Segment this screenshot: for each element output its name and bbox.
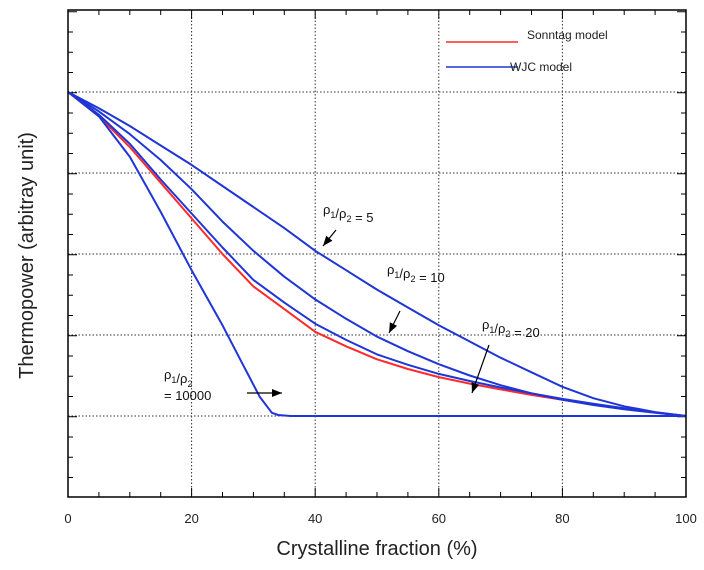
plot-frame <box>67 9 687 498</box>
series-line-3 <box>67 91 687 417</box>
series-line-1 <box>67 91 687 417</box>
legend: Sonntag model WJC model <box>446 28 608 74</box>
x-tick-label: 100 <box>675 511 697 526</box>
x-tick-label: 20 <box>184 511 198 526</box>
annotation-arrow <box>247 389 282 397</box>
x-tick-label: 80 <box>555 511 569 526</box>
x-tick-label: 40 <box>308 511 322 526</box>
series-line-2 <box>67 91 687 417</box>
annotation-arrow <box>388 310 401 334</box>
x-tick-label: 0 <box>64 511 71 526</box>
series-line-4 <box>67 91 686 417</box>
x-tick-labels: 0 20 40 60 80 100 <box>64 511 696 526</box>
x-tick-label: 60 <box>432 511 446 526</box>
legend-label: Sonntag model <box>527 28 608 42</box>
annotation-label: ρ1/ρ2 = 10 <box>387 262 445 285</box>
annotation-arrow <box>322 229 337 247</box>
legend-label: WJC model <box>510 60 572 74</box>
annotation-label-line2: = 10000 <box>164 388 211 403</box>
annotation-label: ρ1/ρ2 <box>164 367 192 389</box>
x-axis-title: Crystalline fraction (%) <box>276 538 477 560</box>
annotations: ρ1/ρ2 = 5 ρ1/ρ2 = 10 ρ1/ρ2 = 20 ρ1/ρ2= 1000… <box>164 202 540 403</box>
annotation-label: ρ1/ρ2 = 5 <box>323 202 374 225</box>
grid-lines <box>68 10 686 497</box>
y-axis-title: Thermopower (arbitray unit) <box>16 132 38 379</box>
plot-series <box>67 91 687 417</box>
annotation-label: ρ1/ρ2 = 20 <box>482 317 540 340</box>
annotation-arrow <box>471 344 490 394</box>
